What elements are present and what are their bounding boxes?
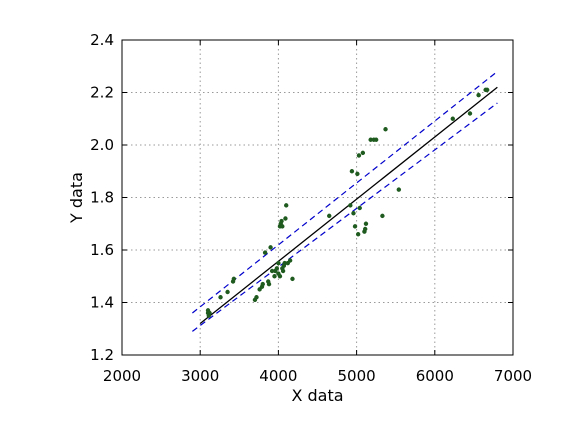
y-tick-label: 1.4 — [90, 294, 114, 312]
data-point — [476, 92, 481, 98]
data-point — [363, 221, 369, 226]
grid-lines — [122, 40, 513, 355]
confidence-band — [192, 71, 498, 332]
data-point — [396, 187, 402, 192]
y-tick-label: 1.8 — [90, 189, 114, 207]
data-point — [218, 295, 223, 300]
data-point — [283, 216, 288, 221]
data-point — [254, 295, 259, 300]
data-point — [266, 281, 272, 287]
x-axis-label: X data — [291, 386, 343, 405]
upper-band-line — [192, 71, 498, 314]
x-tick-label: 3000 — [181, 367, 219, 385]
data-point — [357, 205, 362, 211]
data-point — [284, 203, 289, 208]
data-point — [348, 203, 353, 208]
data-point — [282, 260, 287, 266]
data-point — [360, 150, 366, 156]
y-tick-labels: 1.2 1.4 1.6 1.8 2.0 2.2 2.4 — [90, 31, 114, 364]
data-point — [272, 274, 277, 279]
lower-band-line — [192, 102, 498, 332]
x-tick-label: 7000 — [494, 367, 532, 385]
data-point — [260, 281, 265, 287]
data-point — [279, 218, 284, 224]
x-tick-label: 6000 — [416, 367, 454, 385]
data-point — [268, 245, 273, 250]
data-point — [231, 276, 237, 282]
data-point — [355, 171, 360, 177]
data-point — [262, 250, 268, 255]
y-tick-label: 1.2 — [90, 346, 114, 364]
data-point — [277, 274, 283, 279]
data-points — [205, 87, 490, 318]
data-point — [467, 111, 473, 116]
data-point — [352, 224, 358, 229]
y-tick-label: 2.4 — [90, 31, 114, 49]
x-tick-label: 5000 — [338, 367, 376, 385]
data-point — [280, 268, 286, 274]
data-point — [351, 211, 356, 216]
data-point — [225, 289, 230, 295]
data-point — [274, 266, 280, 271]
x-tick-labels: 2000 3000 4000 5000 6000 7000 — [103, 367, 532, 385]
axis-ticks — [121, 39, 514, 356]
data-point — [327, 213, 332, 219]
data-point — [355, 232, 361, 237]
data-point — [363, 226, 368, 232]
data-point — [269, 268, 275, 274]
y-tick-label: 2.0 — [90, 136, 114, 154]
data-point — [383, 127, 388, 132]
data-point — [276, 260, 281, 266]
data-point — [290, 276, 295, 282]
data-point — [206, 313, 212, 318]
data-point — [287, 258, 293, 263]
data-point — [380, 213, 385, 219]
y-tick-label: 1.6 — [90, 241, 114, 259]
y-tick-label: 2.2 — [90, 84, 114, 102]
data-point — [349, 169, 355, 174]
data-point — [280, 224, 285, 229]
x-tick-label: 4000 — [259, 367, 297, 385]
data-point — [356, 153, 362, 158]
data-point — [484, 87, 490, 93]
data-point — [373, 137, 379, 142]
y-axis-label: Y data — [67, 172, 86, 224]
x-tick-label: 2000 — [103, 367, 141, 385]
data-point — [450, 116, 455, 121]
data-point — [368, 137, 373, 142]
